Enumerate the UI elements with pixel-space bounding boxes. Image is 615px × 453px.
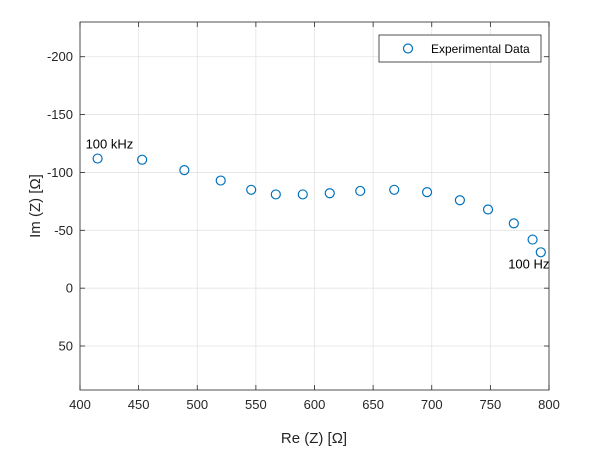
y-tick-label: 50 [59, 339, 73, 354]
y-tick-label: 0 [66, 281, 73, 296]
x-tick-labels: 400 450 500 550 600 650 700 750 800 [69, 397, 560, 412]
data-point [297, 189, 308, 200]
data-point [137, 154, 148, 165]
x-tick-label: 400 [69, 397, 91, 412]
y-tick-label: -150 [47, 107, 73, 122]
legend-marker [402, 43, 414, 54]
data-point [355, 185, 366, 197]
x-axis-label: Re (Z) [Ω] [281, 430, 347, 447]
legend-label: Experimental Data [431, 42, 530, 56]
data-points [92, 153, 546, 258]
data-point [270, 189, 281, 200]
x-tick-label: 800 [538, 397, 560, 412]
x-tick-label: 550 [245, 397, 267, 412]
y-axis-label: Im (Z) [Ω] [27, 174, 44, 238]
data-point [482, 204, 494, 215]
x-tick-label: 750 [480, 397, 502, 412]
x-tick-label: 450 [128, 397, 150, 412]
y-tick-label: -200 [47, 49, 73, 64]
data-point [324, 188, 335, 199]
data-point [246, 184, 257, 195]
y-tick-label: -50 [54, 223, 73, 238]
data-point [179, 165, 190, 176]
y-tick-labels: -200 -150 -100 -50 0 50 [47, 49, 73, 353]
x-tick-label: 600 [304, 397, 326, 412]
tick-marks [79, 22, 550, 390]
data-point [421, 187, 433, 198]
x-tick-label: 500 [186, 397, 208, 412]
annotation-100khz: 100 kHz [86, 137, 134, 152]
legend-box [378, 34, 542, 63]
y-tick-label: -100 [47, 165, 73, 180]
data-point [454, 195, 465, 206]
x-tick-label: 700 [421, 397, 443, 412]
annotation-100hz: 100 Hz [508, 256, 549, 271]
annotations: 100 kHz 100 Hz [86, 137, 550, 272]
data-point [92, 153, 103, 164]
data-point [508, 218, 519, 229]
data-point [535, 247, 546, 258]
data-point [215, 175, 226, 186]
data-point [389, 184, 400, 195]
data-point [527, 234, 538, 245]
x-tick-label: 650 [362, 397, 384, 412]
legend: Experimental Data [378, 34, 542, 63]
